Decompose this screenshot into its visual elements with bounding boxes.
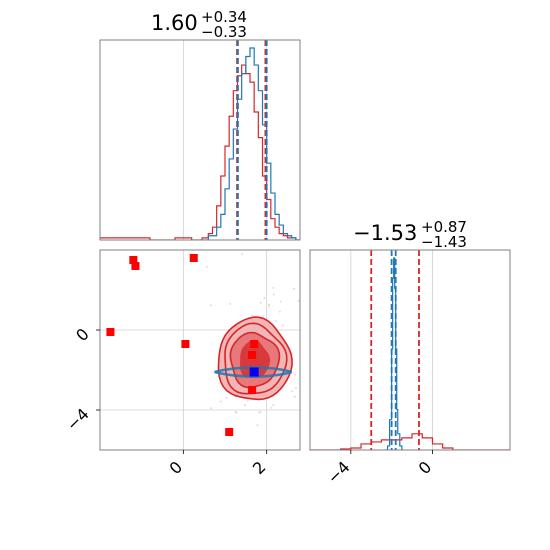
cloud-point — [279, 300, 282, 303]
tick-label-param0: 0 — [166, 457, 187, 478]
red-marker — [250, 340, 259, 348]
marginal-panel-0 — [99, 39, 301, 241]
title-0-value: 1.60 — [151, 11, 198, 35]
title-1-upper: +0.87 — [421, 218, 467, 236]
cloud-point — [272, 293, 275, 296]
cloud-point — [272, 287, 275, 290]
marginal-1-quantile-lines — [370, 250, 420, 450]
marginal-0-frame — [99, 39, 301, 241]
joint-panel — [99, 249, 308, 451]
cloud-point — [229, 302, 232, 305]
red-marker — [189, 254, 198, 262]
joint-frame — [99, 249, 301, 451]
cloud-point — [267, 305, 270, 308]
cloud-point — [235, 411, 238, 414]
red-marker — [248, 386, 257, 394]
cloud-point — [263, 297, 266, 300]
cloud-point — [297, 300, 300, 303]
marginal-1-histograms — [310, 257, 510, 450]
red-marker — [225, 428, 234, 436]
cloud-point — [246, 399, 249, 402]
cloud-point — [241, 253, 244, 256]
joint-markers — [106, 254, 259, 436]
cloud-point — [270, 407, 273, 410]
cloud-point — [210, 407, 213, 410]
cloud-point — [243, 404, 246, 407]
red-marker — [248, 351, 257, 359]
red-marker — [131, 262, 140, 270]
cloud-point — [293, 288, 296, 291]
red-marker — [129, 256, 138, 264]
cloud-point — [305, 355, 307, 357]
marginal-panel-1 — [309, 249, 511, 451]
cloud-point — [259, 411, 262, 414]
cloud-point — [274, 320, 277, 323]
contour-outer-2 — [224, 322, 288, 395]
cloud-point — [219, 400, 222, 403]
cloud-point — [306, 407, 308, 409]
cloud-point — [265, 317, 268, 320]
cloud-point — [291, 390, 294, 393]
cloud-point — [293, 395, 296, 398]
title-0-lower: −0.33 — [201, 23, 247, 41]
marginal-1-hist-blue — [383, 257, 404, 450]
marginal-1-grid — [350, 250, 433, 450]
tick-label-param0: 2 — [249, 457, 270, 478]
cloud-point — [294, 386, 297, 389]
marginal-1-title: −1.53 +0.87 −1.43 — [353, 218, 467, 251]
cloud-point — [282, 324, 285, 327]
marginal-0-quantile-lines — [236, 40, 268, 240]
marginal-1-hist-red — [310, 433, 510, 450]
cloud-point — [272, 404, 275, 407]
marginal-1-frame — [309, 249, 511, 451]
cloud-point — [294, 373, 297, 376]
cloud-point — [205, 265, 208, 268]
tick-label-param1-y: −4 — [63, 404, 93, 434]
marginal-0-hist-blue — [200, 47, 300, 240]
tick-label-param1-y: 0 — [72, 324, 93, 345]
cloud-point — [259, 301, 262, 304]
blue-marker — [249, 367, 259, 377]
title-1-lower: −1.43 — [421, 233, 467, 251]
marginal-0-title: 1.60 +0.34 −0.33 — [151, 8, 247, 41]
cloud-point — [250, 314, 253, 317]
red-marker — [106, 328, 115, 336]
cloud-point — [267, 303, 270, 306]
cloud-point — [278, 310, 281, 313]
cloud-point — [225, 396, 228, 399]
tick-label-param1: −4 — [324, 457, 354, 487]
cloud-point — [257, 411, 260, 414]
cloud-point — [209, 304, 212, 307]
marginal-0-histograms — [100, 47, 300, 240]
tick-label-param1: 0 — [415, 457, 436, 478]
red-marker — [181, 340, 190, 348]
title-0-upper: +0.34 — [201, 8, 247, 26]
cloud-point — [256, 424, 259, 427]
title-1-value: −1.53 — [353, 221, 417, 245]
cloud-point — [261, 315, 264, 318]
